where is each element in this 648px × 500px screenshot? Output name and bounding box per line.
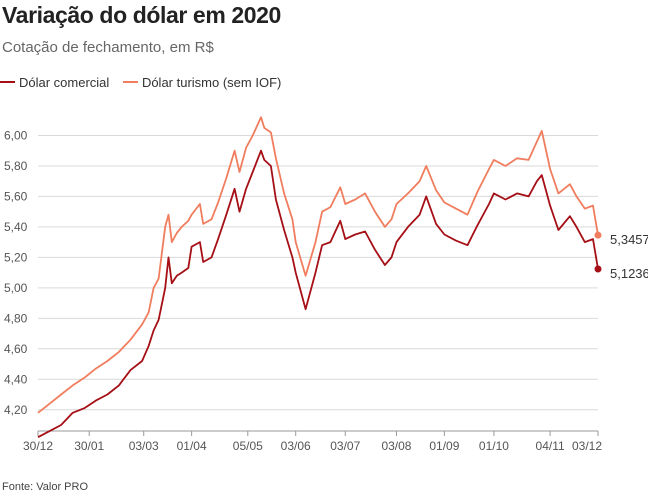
y-tick-label: 5,60 bbox=[4, 189, 28, 203]
x-tick-label: 01/09 bbox=[429, 439, 459, 453]
end-value-label-turismo: 5,3457 bbox=[610, 232, 648, 247]
x-tick-label: 30/01 bbox=[74, 439, 104, 453]
x-axis: 30/12 30/01 03/03 01/04 05/05 03/06 03/07 03/08… bbox=[23, 430, 602, 453]
series-line-comercial bbox=[37, 149, 599, 438]
x-tick-label: 03/06 bbox=[281, 439, 311, 453]
legend-swatch-turismo bbox=[122, 81, 138, 83]
legend-swatch-comercial bbox=[0, 81, 15, 83]
y-tick-label: 5,20 bbox=[4, 250, 28, 264]
y-tick-label: 5,00 bbox=[4, 281, 28, 295]
y-tick-label: 6,00 bbox=[4, 128, 28, 142]
end-point-turismo bbox=[594, 231, 602, 239]
x-tick-label: 03/07 bbox=[330, 439, 360, 453]
series-line-turismo bbox=[37, 116, 599, 414]
chart-title: Variação do dólar em 2020 bbox=[2, 2, 281, 28]
source-note: Fonte: Valor PRO bbox=[2, 481, 88, 493]
y-tick-label: 5,40 bbox=[4, 220, 28, 234]
y-tick-label: 4,40 bbox=[4, 372, 28, 386]
series-lines bbox=[37, 116, 599, 438]
y-axis-labels: 4,20 4,40 4,60 4,80 5,00 5,20 5,40 5,60 5,80 6,00 bbox=[4, 128, 28, 416]
legend-label-comercial: Dólar comercial bbox=[19, 74, 110, 90]
legend-label-turismo: Dólar turismo (sem IOF) bbox=[141, 74, 282, 90]
y-tick-label: 4,20 bbox=[4, 403, 28, 417]
end-point-comercial bbox=[594, 265, 602, 273]
legend: Dólar comercial Dólar turismo (sem IOF) bbox=[0, 71, 291, 90]
x-tick-label: 05/05 bbox=[233, 439, 263, 453]
x-tick-label: 01/04 bbox=[177, 439, 207, 453]
x-tick-label: 30/12 bbox=[23, 439, 53, 453]
y-tick-label: 5,80 bbox=[4, 159, 28, 173]
x-tick-label: 03/03 bbox=[129, 439, 159, 453]
y-tick-label: 4,80 bbox=[4, 311, 28, 325]
x-tick-label: 01/10 bbox=[479, 439, 509, 453]
end-value-label-comercial: 5,1236 bbox=[610, 266, 648, 281]
gridlines bbox=[38, 134, 598, 411]
legend-item-turismo: Dólar turismo (sem IOF) bbox=[122, 74, 282, 90]
x-tick-label: 04/11 bbox=[536, 439, 565, 453]
x-tick-label: 03/08 bbox=[381, 439, 411, 453]
x-tick-label: 03/12 bbox=[572, 439, 602, 453]
chart-subtitle: Cotação de fechamento, em R$ bbox=[2, 39, 214, 56]
y-tick-label: 4,60 bbox=[4, 342, 28, 356]
end-markers: 5,3457 5,1236 bbox=[594, 231, 648, 281]
legend-item-comercial: Dólar comercial bbox=[0, 75, 109, 90]
